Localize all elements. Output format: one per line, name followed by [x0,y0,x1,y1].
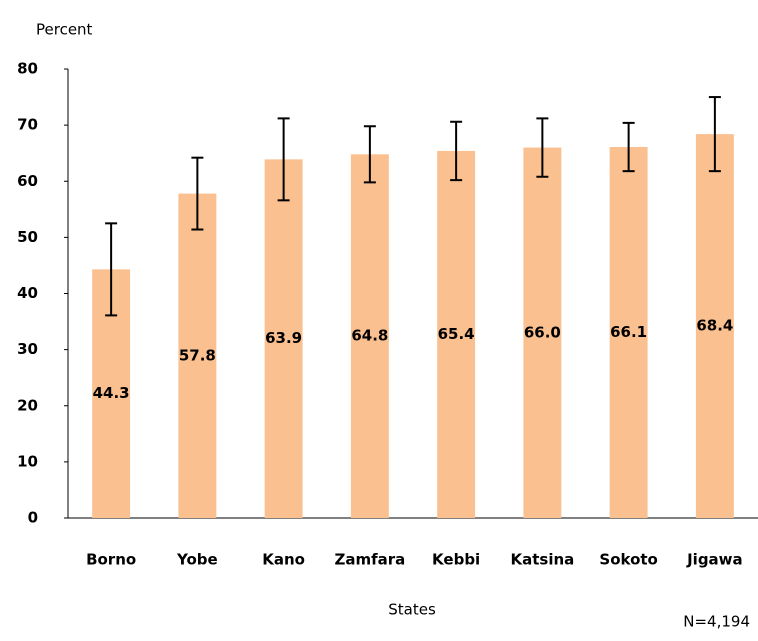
x-tick-label: Yobe [176,551,218,569]
data-label: 63.9 [265,329,302,347]
data-label: 65.4 [438,325,475,343]
x-tick-label: Sokoto [599,551,657,569]
bar [437,150,476,518]
x-axis-label: States [388,601,436,619]
annotation: N=4,194 [683,613,750,631]
y-tick-label: 0 [28,509,38,527]
bar [178,193,217,518]
y-tick-label: 40 [17,284,38,302]
y-tick-label: 20 [17,396,38,414]
y-tick-label: 70 [17,116,38,134]
data-label: 66.0 [524,323,561,341]
x-tick-label: Kebbi [432,551,480,569]
y-axis-label: Percent [36,21,93,39]
data-label: 44.3 [93,384,130,402]
data-label: 57.8 [179,346,216,364]
x-tick-label: Borno [86,551,136,569]
bar [264,159,303,518]
y-tick-label: 10 [17,452,38,470]
y-tick-label: 80 [17,60,38,78]
y-tick-label: 30 [17,340,38,358]
data-label: 68.4 [696,317,733,335]
y-tick-label: 60 [17,172,38,190]
data-label: 66.1 [610,323,647,341]
y-tick-label: 50 [17,228,38,246]
bar [609,147,648,519]
x-tick-label: Jigawa [686,551,743,569]
x-tick-label: Kano [262,551,305,569]
bar [350,154,389,518]
data-label: 64.8 [351,327,388,345]
x-tick-label: Katsina [510,551,574,569]
bar [695,134,734,519]
bar [523,147,562,518]
x-tick-label: Zamfara [334,551,405,569]
